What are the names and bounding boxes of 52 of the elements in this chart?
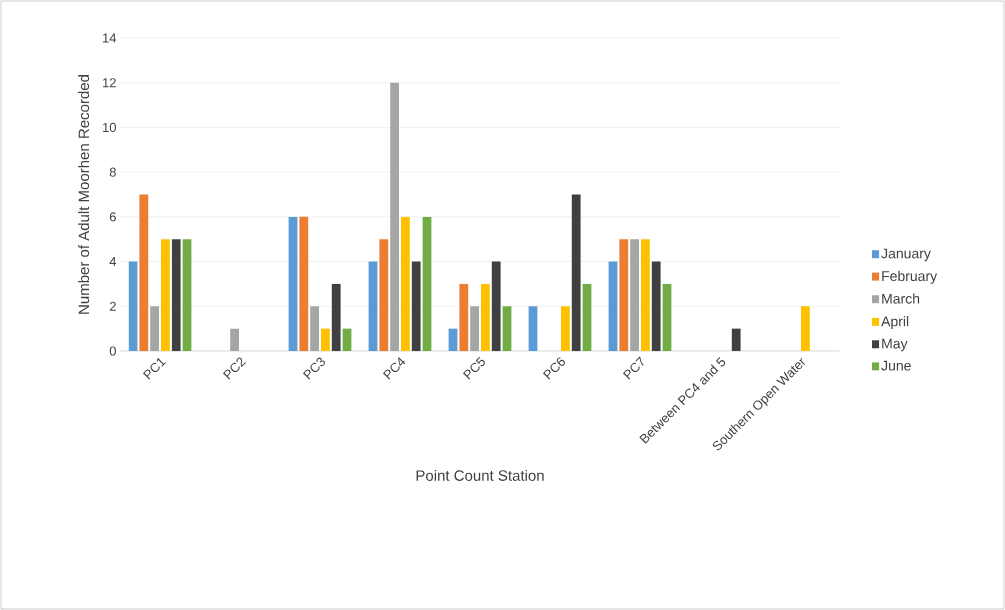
bar <box>310 306 319 351</box>
legend-label: March <box>882 293 920 304</box>
bar <box>128 261 138 351</box>
bar <box>390 82 399 351</box>
bar <box>630 239 639 351</box>
bar <box>161 239 170 351</box>
bar <box>411 261 421 351</box>
bar <box>619 239 629 351</box>
legend-label: April <box>881 316 909 330</box>
bar <box>422 216 432 351</box>
y-tick-label: 6 <box>109 212 116 222</box>
bar <box>582 283 592 351</box>
bar <box>502 306 512 351</box>
y-tick-label: 14 <box>103 33 117 43</box>
bar <box>379 239 389 351</box>
bar <box>401 216 410 351</box>
legend-label: January <box>881 248 931 262</box>
y-tick-label: 0 <box>109 346 116 356</box>
bar <box>321 328 330 351</box>
x-tick-label: PC1 <box>142 358 166 380</box>
bar <box>491 261 501 351</box>
bar <box>561 306 570 351</box>
y-axis-title: Number of Adult Moorhen Recorded <box>78 75 90 314</box>
bar <box>150 306 160 351</box>
legend-label: May <box>882 338 908 352</box>
bar <box>331 283 341 351</box>
bar <box>368 261 378 351</box>
bar <box>182 239 192 351</box>
bar <box>481 283 490 351</box>
bar <box>171 239 181 351</box>
x-axis-title: Point Count Station <box>416 469 544 481</box>
y-tick-label: 8 <box>109 167 116 177</box>
bar <box>662 283 672 351</box>
bar <box>139 194 149 351</box>
legend-label: February <box>882 270 938 284</box>
y-tick-label: 4 <box>109 257 117 267</box>
bar <box>640 239 650 351</box>
y-tick-label: 2 <box>109 301 116 311</box>
bar <box>731 328 741 351</box>
bar <box>571 194 581 351</box>
y-tick-label: 12 <box>103 78 116 88</box>
bar <box>651 261 661 351</box>
y-tick-label: 10 <box>103 122 116 133</box>
legend-label: June <box>881 360 911 371</box>
bar <box>459 283 469 351</box>
bar <box>470 306 479 351</box>
bar <box>608 261 618 351</box>
bar <box>528 306 538 351</box>
bar <box>299 216 309 351</box>
bar <box>288 216 298 351</box>
bar <box>800 306 810 351</box>
bar <box>230 328 240 351</box>
